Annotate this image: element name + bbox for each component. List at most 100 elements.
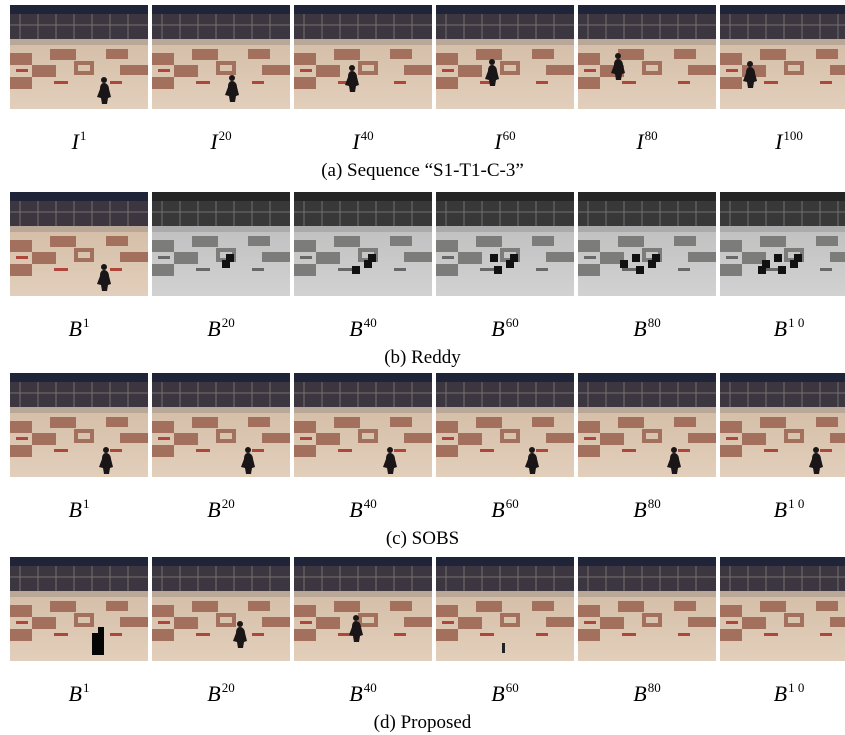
row-caption: (c) SOBS bbox=[0, 528, 845, 550]
label-sup: 20 bbox=[219, 128, 232, 143]
frame-image bbox=[152, 557, 290, 661]
frame-image bbox=[720, 373, 845, 477]
frame-image bbox=[436, 373, 574, 477]
image bbox=[152, 557, 290, 661]
label-sup: 80 bbox=[645, 128, 658, 143]
row-caption: (d) Proposed bbox=[0, 712, 845, 734]
image bbox=[294, 192, 432, 296]
label-base: B bbox=[207, 316, 220, 341]
label-base: B bbox=[633, 497, 646, 522]
label-base: I bbox=[494, 129, 501, 154]
frame-image bbox=[294, 373, 432, 477]
image bbox=[152, 5, 290, 109]
label-sup: 60 bbox=[506, 680, 519, 695]
label-base: I bbox=[210, 129, 217, 154]
label-base: I bbox=[72, 129, 79, 154]
frame-label: I40 bbox=[294, 124, 432, 154]
label-sup: 1 bbox=[83, 315, 90, 330]
label-base: B bbox=[349, 316, 362, 341]
image bbox=[294, 557, 432, 661]
frame-image bbox=[10, 5, 148, 109]
frame-label: B1 0 bbox=[720, 676, 845, 706]
label-sup: 60 bbox=[506, 315, 519, 330]
image bbox=[720, 5, 845, 109]
frame-label: B80 bbox=[578, 311, 716, 341]
label-sup: 1 0 bbox=[788, 496, 804, 511]
frame-image bbox=[436, 5, 574, 109]
label-sup: 1 0 bbox=[788, 315, 804, 330]
image bbox=[10, 373, 148, 477]
frame-label: B1 bbox=[10, 676, 148, 706]
label-base: B bbox=[774, 497, 787, 522]
label-sup: 40 bbox=[364, 680, 377, 695]
label-base: B bbox=[69, 316, 82, 341]
frame-label: B60 bbox=[436, 492, 574, 522]
frame-image bbox=[294, 192, 432, 296]
label-base: I bbox=[352, 129, 359, 154]
label-sup: 40 bbox=[364, 315, 377, 330]
image bbox=[294, 5, 432, 109]
image bbox=[10, 192, 148, 296]
frame-label: B1 0 bbox=[720, 492, 845, 522]
frame-image bbox=[10, 557, 148, 661]
frame-image bbox=[10, 373, 148, 477]
frame-image bbox=[294, 5, 432, 109]
image bbox=[436, 192, 574, 296]
label-sup: 100 bbox=[783, 128, 803, 143]
label-sup: 1 bbox=[83, 496, 90, 511]
frame-image bbox=[578, 5, 716, 109]
frame-image bbox=[578, 373, 716, 477]
image bbox=[152, 192, 290, 296]
frame-label: I80 bbox=[578, 124, 716, 154]
frame-image bbox=[578, 557, 716, 661]
label-sup: 80 bbox=[648, 680, 661, 695]
image bbox=[436, 373, 574, 477]
label-base: B bbox=[491, 681, 504, 706]
label-base: B bbox=[774, 681, 787, 706]
label-base: B bbox=[349, 497, 362, 522]
frame-image bbox=[720, 192, 845, 296]
frame-image bbox=[294, 557, 432, 661]
label-sup: 80 bbox=[648, 496, 661, 511]
image bbox=[720, 373, 845, 477]
image bbox=[720, 192, 845, 296]
label-sup: 60 bbox=[503, 128, 516, 143]
frame-label: I1 bbox=[10, 124, 148, 154]
frame-label: B60 bbox=[436, 311, 574, 341]
frame-label: B40 bbox=[294, 311, 432, 341]
image bbox=[152, 373, 290, 477]
label-sup: 20 bbox=[222, 680, 235, 695]
image bbox=[10, 557, 148, 661]
frame-label: B20 bbox=[152, 311, 290, 341]
image bbox=[578, 5, 716, 109]
image bbox=[294, 373, 432, 477]
frame-label: B1 bbox=[10, 492, 148, 522]
frame-image bbox=[152, 192, 290, 296]
row-caption: (a) Sequence “S1-T1-C-3” bbox=[0, 160, 845, 182]
label-sup: 40 bbox=[364, 496, 377, 511]
frame-label: B1 0 bbox=[720, 311, 845, 341]
frame-image bbox=[720, 5, 845, 109]
label-sup: 80 bbox=[648, 315, 661, 330]
label-sup: 60 bbox=[506, 496, 519, 511]
frame-image bbox=[152, 5, 290, 109]
image bbox=[436, 557, 574, 661]
frame-image bbox=[152, 373, 290, 477]
label-base: B bbox=[491, 316, 504, 341]
label-base: B bbox=[69, 497, 82, 522]
frame-image bbox=[436, 557, 574, 661]
frame-label: I60 bbox=[436, 124, 574, 154]
figure: I1I20I40I60I80I100(a) Sequence “S1-T1-C-… bbox=[0, 0, 845, 735]
label-base: B bbox=[633, 681, 646, 706]
frame-label: I100 bbox=[720, 124, 845, 154]
image bbox=[578, 192, 716, 296]
frame-label: B80 bbox=[578, 492, 716, 522]
image bbox=[10, 5, 148, 109]
label-sup: 20 bbox=[222, 496, 235, 511]
label-sup: 1 bbox=[80, 128, 87, 143]
label-base: B bbox=[207, 681, 220, 706]
label-base: B bbox=[69, 681, 82, 706]
frame-image bbox=[10, 192, 148, 296]
image bbox=[720, 557, 845, 661]
frame-label: B20 bbox=[152, 492, 290, 522]
